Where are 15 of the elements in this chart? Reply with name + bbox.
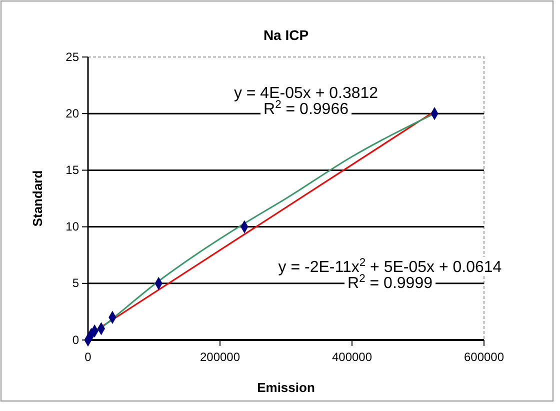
y-tick-label: 15 — [66, 163, 80, 178]
x-tick-label: 200000 — [200, 350, 240, 364]
y-tick-label: 10 — [66, 220, 80, 234]
y-tick-label: 0 — [72, 332, 80, 347]
x-tick-label: 600000 — [464, 350, 504, 364]
x-tick-label: 400000 — [332, 350, 372, 364]
y-tick-label: 25 — [66, 50, 80, 64]
y-axis-title: Standard — [30, 170, 45, 227]
chart-title: Na ICP — [263, 27, 309, 43]
annotation: R$^{2}$ = 0.9999 — [348, 273, 433, 292]
annotation: R$^{2}$ = 0.9966 — [264, 99, 349, 118]
y-tick-label: 20 — [66, 106, 80, 120]
y-tick-label: 5 — [72, 276, 80, 290]
x-axis-title: Emission — [257, 380, 315, 395]
x-tick-label: 0 — [84, 350, 92, 364]
